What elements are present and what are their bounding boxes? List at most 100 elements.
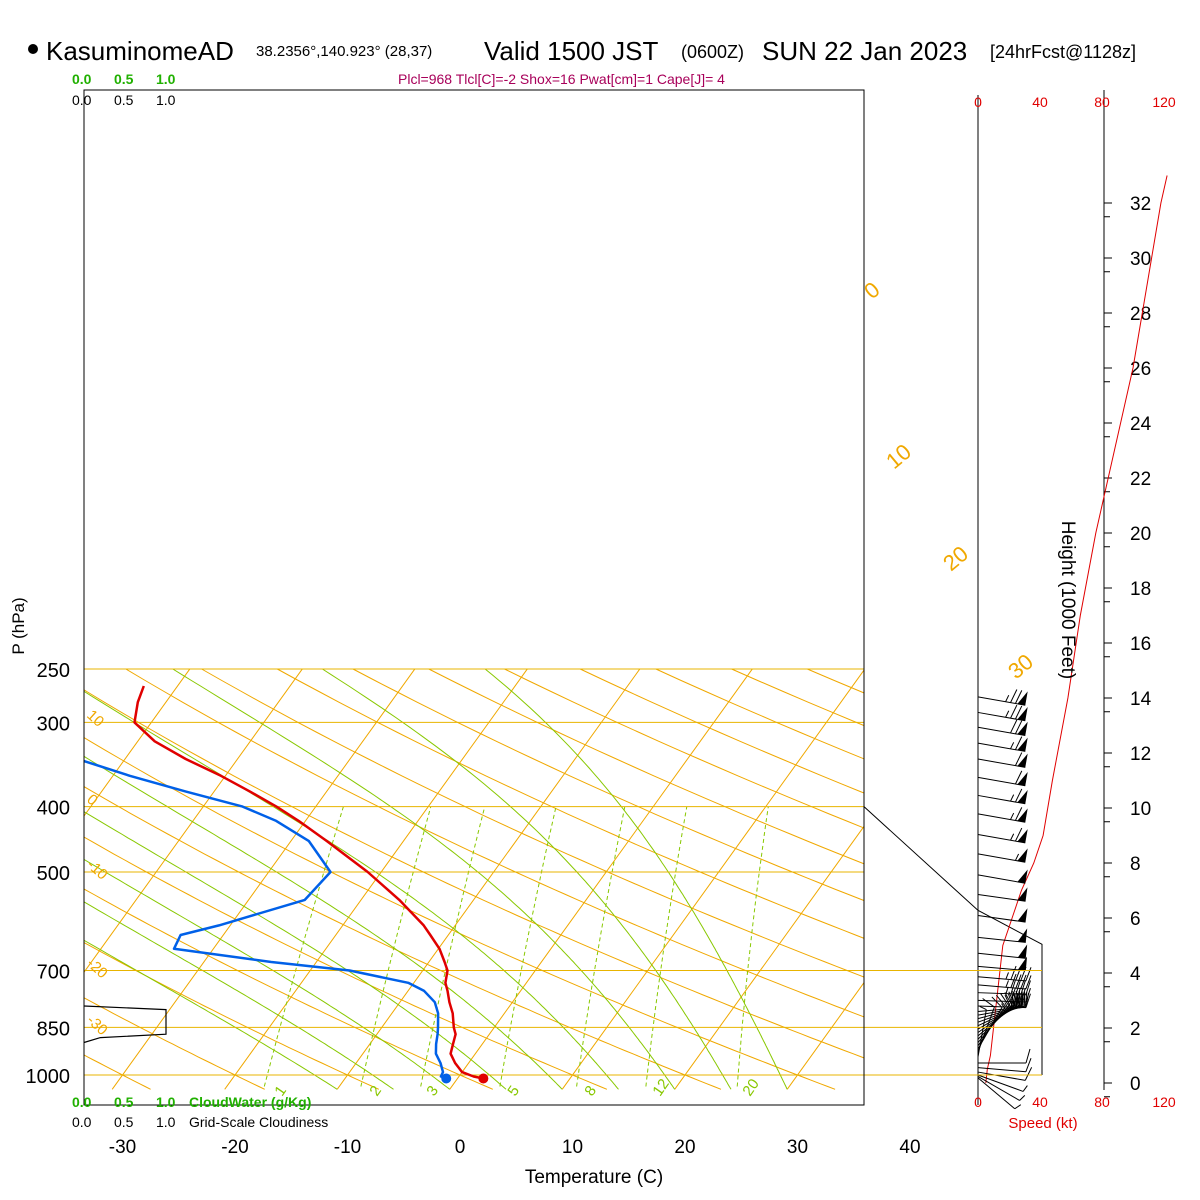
speed-tick-label-bottom: 80: [1094, 1094, 1110, 1110]
wind-barb-shaft: [977, 976, 1026, 982]
dry-adiabat-line: [959, 669, 1200, 1089]
wind-barb-flag: [1007, 993, 1014, 1009]
wind-barb-half-flag: [1005, 986, 1009, 994]
speed-tick-label-bottom: 40: [1032, 1094, 1048, 1110]
temperature-series-line: [133, 685, 484, 1080]
theta-label: 30: [1003, 649, 1038, 684]
height-tick-label: 2: [1130, 1019, 1141, 1040]
dry-adiabat-line: [84, 997, 265, 1090]
speed-axis-title: Speed (kt): [1008, 1115, 1077, 1132]
dry-adiabat-line: [84, 888, 494, 1090]
pressure-tick-label: 400: [37, 798, 70, 820]
bottom-cloudiness-tick-0: 0.0: [72, 1114, 92, 1130]
wind-barb-half-flag: [1005, 710, 1010, 718]
wind-barb-flag: [1010, 689, 1018, 703]
surface-dewpoint-point: [441, 1073, 452, 1084]
theta-label: 10: [881, 439, 916, 474]
bottom-cloudiness-tick-2: 1.0: [156, 1114, 176, 1130]
temperature-tick-label: 10: [562, 1137, 583, 1158]
height-tick-label: 6: [1130, 909, 1141, 930]
wind-barb-pennant: [1017, 721, 1028, 736]
moist-adiabat-line: [172, 668, 676, 1090]
wind-barb-flag: [1020, 974, 1027, 989]
height-tick-label: 0: [1130, 1074, 1141, 1095]
wind-barb-pennant: [1017, 944, 1028, 959]
wind-barb-flag: [1014, 705, 1023, 720]
wind-barb-flag: [1025, 1048, 1031, 1064]
mixing-ratio-line: [263, 806, 344, 1087]
dry-adiabat-line: [84, 836, 608, 1090]
wind-barb-flag: [1015, 990, 1021, 1006]
wind-barb-shaft: [977, 874, 1026, 884]
top-cloudiness-tick-1: 0.5: [114, 92, 134, 108]
isotherm-line: [449, 668, 753, 1090]
wind-barb-pennant: [1017, 753, 1028, 768]
wind-barb-flag: [1010, 973, 1017, 988]
wind-barb-shaft: [977, 1077, 1016, 1110]
wind-barb-flag: [1014, 807, 1023, 821]
isotherm-line: [786, 981, 864, 1090]
dry-adiabat-line: [84, 737, 836, 1090]
pressure-tick-label: 1000: [26, 1066, 71, 1088]
bottom-cloudwater-tick-2: 1.0: [156, 1094, 176, 1110]
top-cloudwater-tick-2: 1.0: [156, 71, 176, 87]
mixing-ratio-line: [645, 806, 688, 1087]
wind-barb-flag: [1014, 788, 1023, 803]
pressure-tick-label: 500: [37, 863, 70, 885]
pressure-tick-label: 300: [37, 713, 70, 735]
wind-barb-flag: [1021, 991, 1024, 1006]
wind-barb-flag: [1008, 991, 1016, 1006]
moist-adiabat-line: [84, 901, 394, 1090]
height-tick-label: 10: [1130, 799, 1151, 820]
height-tick-label: 24: [1130, 414, 1152, 435]
top-cloudiness-tick-2: 1.0: [156, 92, 176, 108]
wind-barb-half-flag: [1010, 742, 1015, 750]
wind-barb-pennant: [1017, 848, 1028, 863]
isotherm-line: [111, 668, 416, 1090]
pressure-tick-label: 850: [37, 1018, 70, 1040]
pressure-tick-label: 700: [37, 962, 70, 984]
wind-barb-shaft: [977, 834, 1026, 844]
temperature-tick-label: 20: [674, 1137, 695, 1158]
temperature-tick-label: -10: [334, 1137, 361, 1158]
wind-barb-flag: [1025, 1057, 1032, 1072]
mixing-ratio-line: [576, 806, 626, 1087]
wind-barb-flag: [1025, 975, 1032, 990]
wind-panel-outline: [863, 90, 1043, 1075]
height-tick-label: 16: [1130, 634, 1151, 655]
isotherm-label: -10: [83, 856, 110, 883]
wind-barb-pennant: [1017, 869, 1028, 884]
wind-barb-flag: [1010, 979, 1016, 994]
wind-barb-flag: [1004, 994, 1012, 1009]
wind-barb-half-flag: [1014, 1104, 1022, 1110]
mixing-ratio-label: 3: [423, 1083, 442, 1100]
wind-barb-pennant: [1017, 789, 1028, 804]
wind-barb-shaft: [977, 936, 1026, 943]
wind-barb-shaft: [977, 1009, 987, 1057]
station-coords: 38.2356°,140.923° (28,37): [256, 43, 432, 60]
date-label: SUN 22 Jan 2023: [762, 36, 967, 66]
wind-barb-flag: [1014, 690, 1023, 704]
wind-barb-shaft: [977, 742, 1026, 752]
wind-barb-flag: [1014, 752, 1023, 766]
wind-barb-flag: [995, 994, 1006, 1007]
mixing-ratio-label: 2: [366, 1083, 385, 1100]
y-axis-title: P (hPa): [9, 597, 28, 654]
wind-barb-pennant: [1017, 887, 1028, 902]
grid-layer: [84, 668, 1200, 1090]
height-tick-label: 4: [1130, 964, 1141, 985]
wind-barb-pennant: [1017, 737, 1028, 752]
isotherm-line: [1012, 669, 1200, 1089]
wind-barb-flag: [1014, 770, 1023, 785]
bottom-cloudwater-tick-0: 0.0: [72, 1094, 92, 1110]
mixing-ratio-label: 12: [649, 1076, 672, 1099]
mixing-ratio-label: 5: [504, 1083, 523, 1100]
dry-adiabat-line: [125, 668, 864, 1018]
wind-barb-half-flag: [1005, 980, 1009, 988]
cloudwater-label: CloudWater (g/Kg): [189, 1094, 311, 1110]
utc-label: (0600Z): [681, 42, 744, 62]
height-tick-label: 26: [1130, 359, 1151, 380]
wind-barb-shaft: [977, 696, 1026, 706]
